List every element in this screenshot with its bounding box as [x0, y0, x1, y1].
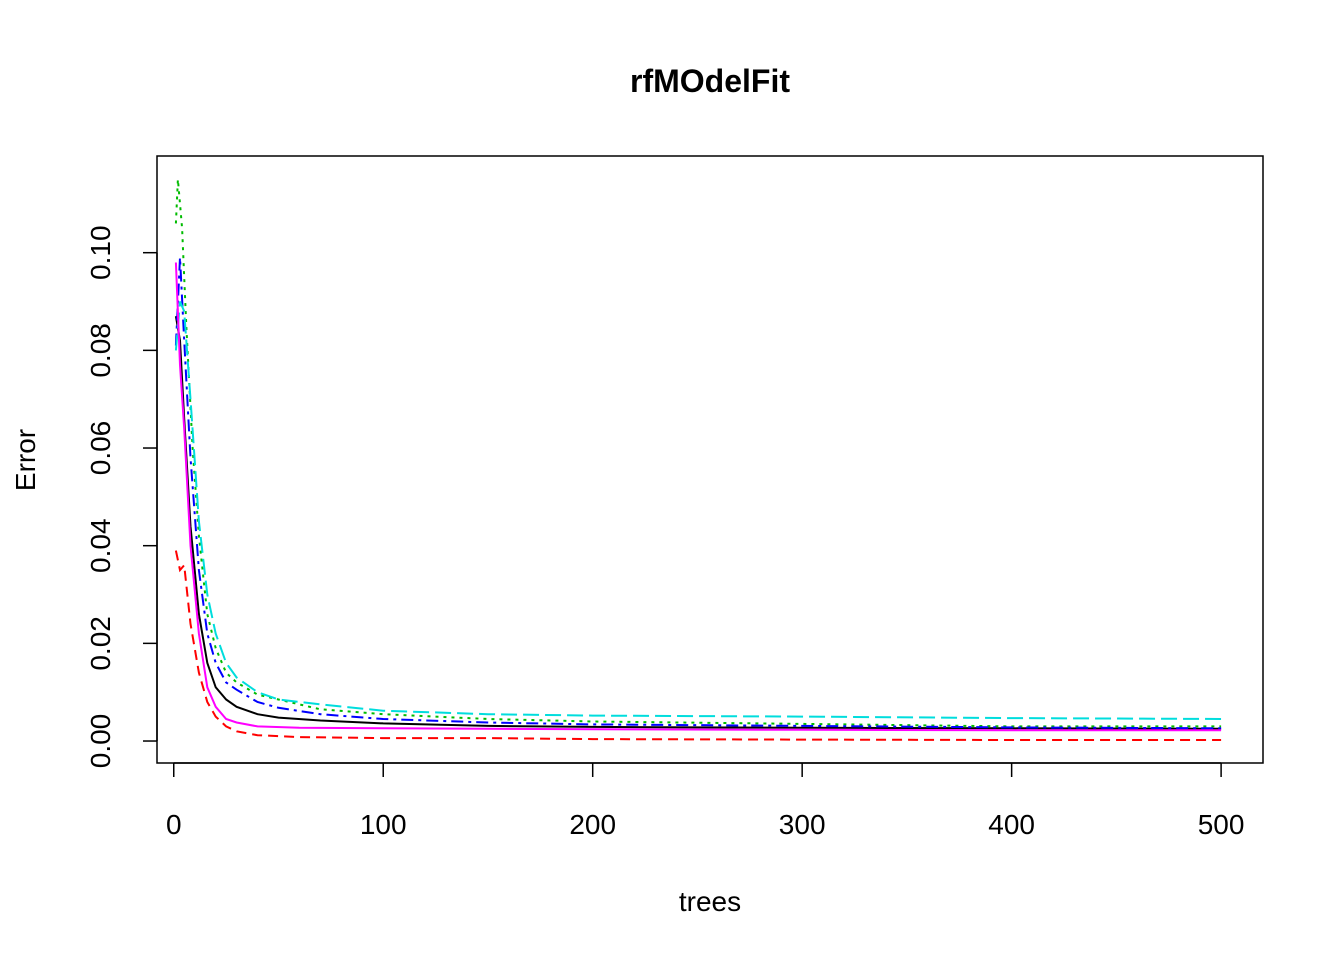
- chart-title: rfMOdelFit: [630, 63, 790, 99]
- series-line-5: [174, 301, 1222, 720]
- y-axis-label: Error: [10, 429, 41, 491]
- y-tick-label: 0.00: [85, 714, 116, 769]
- y-tick-label: 0.06: [85, 421, 116, 476]
- x-tick-label: 400: [988, 809, 1035, 840]
- x-axis-label: trees: [679, 886, 741, 917]
- x-tick-label: 500: [1198, 809, 1245, 840]
- series-line-4: [174, 257, 1222, 730]
- x-tick-label: 0: [166, 809, 182, 840]
- y-tick-label: 0.08: [85, 323, 116, 378]
- series-line-2: [174, 550, 1222, 741]
- x-tick-label: 100: [360, 809, 407, 840]
- x-axis: 0 100 200 300 400 500: [166, 762, 1245, 840]
- series-line-1: [174, 316, 1222, 730]
- series-layer: [174, 179, 1222, 741]
- y-tick-label: 0.10: [85, 225, 116, 280]
- series-line-6: [174, 262, 1222, 732]
- series-line-3: [174, 179, 1222, 728]
- x-tick-label: 300: [779, 809, 826, 840]
- plot-frame: [156, 155, 1264, 764]
- y-tick-label: 0.04: [85, 518, 116, 573]
- x-tick-label: 200: [569, 809, 616, 840]
- y-axis: 0.00 0.02 0.04 0.06 0.08 0.10: [85, 225, 158, 769]
- y-tick-label: 0.02: [85, 616, 116, 671]
